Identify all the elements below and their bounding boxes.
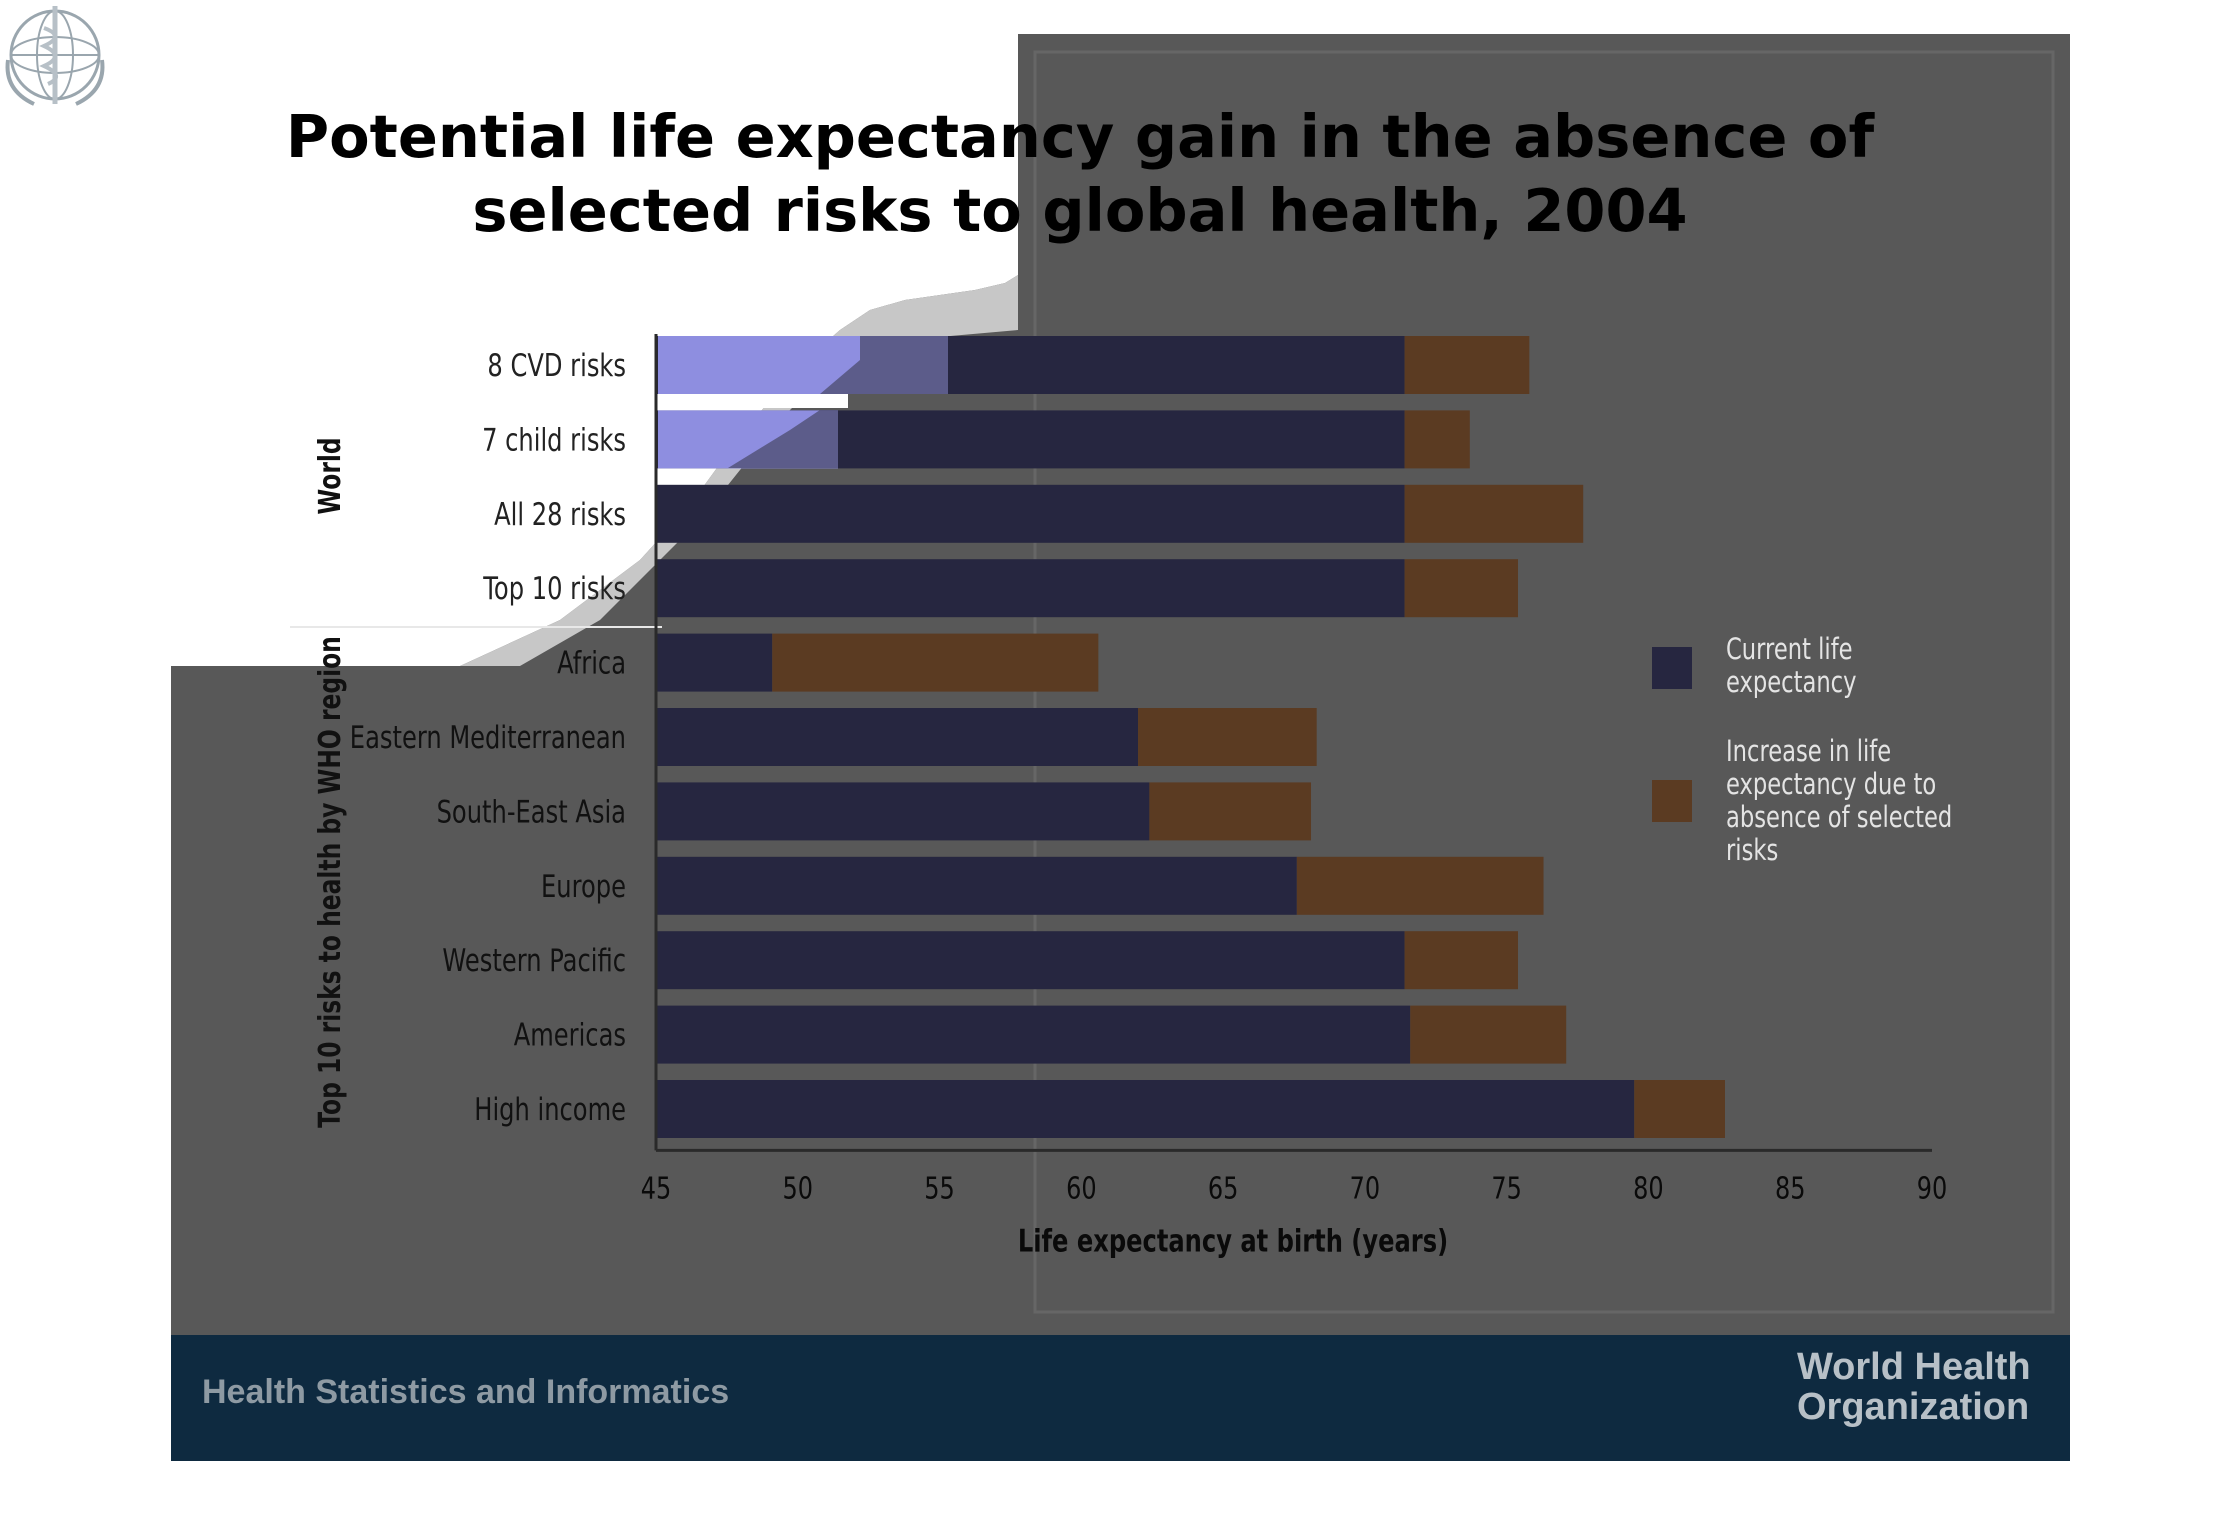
category-label-7-child-risks: 7 child risks xyxy=(482,421,626,458)
slide-edge-shading xyxy=(460,275,1018,666)
bar-increase-all-28-risks xyxy=(1404,484,1584,543)
category-label-high-income: High income xyxy=(474,1091,626,1128)
legend-swatch-increase xyxy=(1652,780,1692,822)
x-tick-label-90: 90 xyxy=(1917,1172,1948,1206)
bar-current-south-east-asia xyxy=(656,782,1150,841)
bar-current-high-income xyxy=(656,1080,1635,1138)
bar-increase-eastern-mediterranean xyxy=(1138,708,1317,766)
legend-label-increase: Increase in life expectancy due to absen… xyxy=(1726,734,1953,867)
category-label-americas: Americas xyxy=(514,1017,626,1054)
bar-increase-7-child-risks xyxy=(1404,410,1470,469)
chart-title: Potential life expectancy gain in the ab… xyxy=(200,100,1960,248)
chart: 8 CVD risks 7 child risks All 28 risks Top … xyxy=(313,334,1947,1259)
group-label-world: World xyxy=(313,437,348,514)
bar-increase-south-east-asia xyxy=(1149,782,1312,841)
highlight-shadow-2 xyxy=(728,410,838,468)
category-label-all-28-risks: All 28 risks xyxy=(494,496,626,533)
bar-current-eastern-mediterranean xyxy=(656,708,1139,766)
org-name-line-1: World Health xyxy=(1797,1346,2031,1388)
bar-current-all-28-risks xyxy=(656,484,1405,543)
x-tick-label-70: 70 xyxy=(1350,1172,1381,1206)
group-label-regions: Top 10 risks to health by WHO region xyxy=(313,636,348,1128)
footer-department: Health Statistics and Informatics xyxy=(202,1373,730,1411)
highlight-shadow-1 xyxy=(820,336,948,394)
category-label-eastern-mediterranean: Eastern Mediterranean xyxy=(350,719,626,756)
bar-increase-high-income xyxy=(1634,1080,1726,1138)
category-label-western-pacific: Western Pacific xyxy=(442,942,626,979)
category-label-south-east-asia: South-East Asia xyxy=(437,793,626,830)
chart-title-line-2: selected risks to global health, 2004 xyxy=(472,176,1688,245)
org-name-line-2: Organization xyxy=(1797,1386,2030,1428)
x-tick-label-45: 45 xyxy=(641,1172,672,1206)
x-tick-label-50: 50 xyxy=(783,1172,814,1206)
x-tick-label-60: 60 xyxy=(1066,1172,1097,1206)
x-axis-label: Life expectancy at birth (years) xyxy=(1018,1222,1448,1259)
org-name: World Health Organization xyxy=(1797,1347,2031,1427)
bar-current-europe xyxy=(656,856,1297,915)
who-emblem-icon xyxy=(5,6,105,106)
chart-title-line-1: Potential life expectancy gain in the ab… xyxy=(285,102,1875,171)
x-tick-label-85: 85 xyxy=(1775,1172,1806,1206)
x-tick-label-55: 55 xyxy=(924,1172,955,1206)
bar-current-top-10-risks xyxy=(656,559,1405,618)
bar-increase-top-10-risks xyxy=(1404,559,1519,618)
x-tick-label-80: 80 xyxy=(1633,1172,1664,1206)
bar-increase-americas xyxy=(1410,1005,1567,1064)
bar-current-western-pacific xyxy=(656,931,1405,990)
bar-increase-europe xyxy=(1296,856,1544,915)
legend-label-current: Current life expectancy xyxy=(1726,632,1857,699)
category-label-europe: Europe xyxy=(541,868,626,905)
legend-swatch-current xyxy=(1652,647,1692,689)
bar-increase-western-pacific xyxy=(1404,931,1519,990)
bar-increase-8-cvd-risks xyxy=(1404,336,1530,394)
category-label-africa: Africa xyxy=(557,645,626,682)
x-tick-label-65: 65 xyxy=(1208,1172,1239,1206)
highlight-gap xyxy=(658,394,848,408)
footer-bar xyxy=(171,1335,2070,1461)
slide-panel xyxy=(171,34,2070,1335)
bar-current-africa xyxy=(656,633,773,692)
bar-current-americas xyxy=(656,1005,1411,1064)
x-tick-label-75: 75 xyxy=(1491,1172,1522,1206)
category-label-top-10-risks: Top 10 risks xyxy=(482,570,626,607)
bar-increase-africa xyxy=(772,633,1099,692)
category-label-8-cvd-risks: 8 CVD risks xyxy=(487,347,626,384)
